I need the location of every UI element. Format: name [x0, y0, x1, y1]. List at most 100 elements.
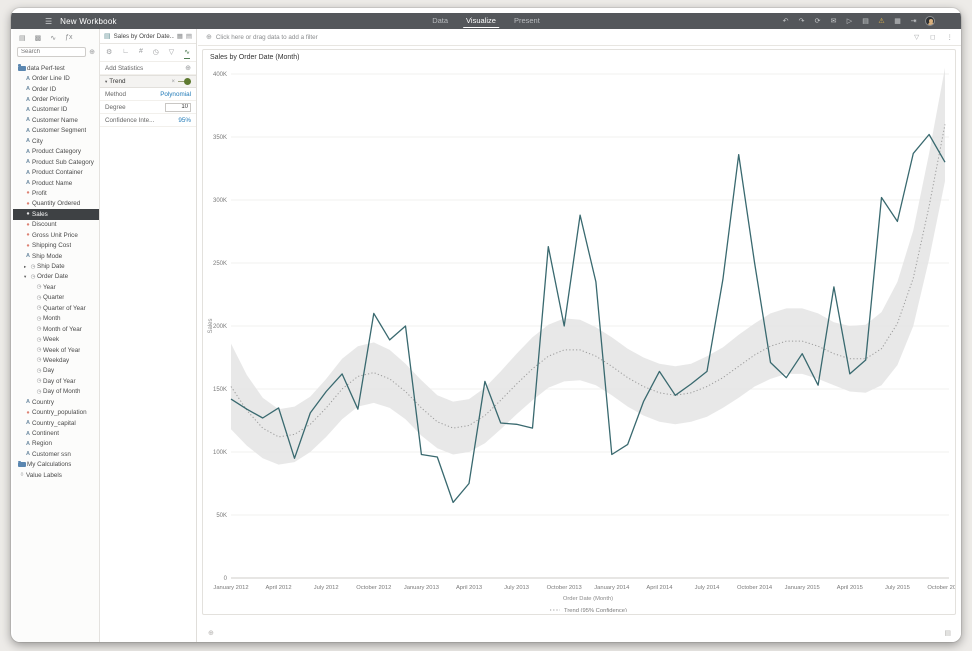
field-year[interactable]: ◷ Year [13, 282, 99, 292]
search-input[interactable] [17, 47, 87, 57]
field-month-of-year[interactable]: ◷ Month of Year [13, 324, 99, 334]
refresh-icon[interactable]: ⟳ [814, 18, 821, 25]
field-customer-id[interactable]: A Customer ID [13, 105, 99, 115]
collapse-icon[interactable]: ▾ [24, 273, 27, 279]
export-icon[interactable]: ⇥ [910, 18, 917, 25]
confidence-value[interactable]: 95% [178, 116, 191, 124]
field-city[interactable]: A City [13, 136, 99, 146]
more-menu-icon[interactable]: ⋮ [946, 34, 954, 41]
general-settings-icon[interactable]: ⚙ [106, 49, 113, 56]
field-quantity-ordered[interactable]: ● Quantity Ordered [13, 199, 99, 209]
hamburger-menu-icon[interactable]: ☰ [45, 16, 53, 26]
field-my-calculations[interactable]: My Calculations [13, 460, 99, 470]
field-gross-unit-price[interactable]: ● Gross Unit Price [13, 230, 99, 240]
field-region[interactable]: A Region [13, 439, 99, 449]
field-data-perf-test[interactable]: data Perf-test [13, 63, 99, 73]
field-customer-ssn[interactable]: A Customer ssn [13, 449, 99, 459]
field-day[interactable]: ◷ Day [13, 366, 99, 376]
visualization-tab[interactable]: ▤ Sales by Order Date... ▦ ▤ [100, 29, 196, 44]
field-country-population[interactable]: ● Country_population [13, 407, 99, 417]
method-label: Method [105, 90, 127, 98]
field-product-sub-category[interactable]: A Product Sub Category [13, 157, 99, 167]
maximize-icon[interactable]: ◻ [930, 34, 936, 41]
clipboard-icon[interactable]: ▤ [19, 35, 26, 42]
field-product-container[interactable]: A Product Container [13, 167, 99, 177]
add-statistics-row[interactable]: Add Statistics ⊕ [100, 62, 196, 75]
mail-icon[interactable]: ✉ [830, 18, 837, 25]
field-order-priority[interactable]: A Order Priority [13, 94, 99, 104]
filter-icon[interactable]: ▽ [168, 49, 175, 56]
field-customer-segment[interactable]: A Customer Segment [13, 126, 99, 136]
undo-icon[interactable]: ↶ [782, 18, 789, 25]
values-icon[interactable]: # [138, 48, 143, 55]
field-profit[interactable]: ● Profit [13, 188, 99, 198]
add-canvas-icon[interactable]: ⊕ [208, 630, 214, 637]
field-list: data Perf-test A Order Line ID A Order ID A Or… [13, 63, 99, 640]
field-order-line-id[interactable]: A Order Line ID [13, 73, 99, 83]
axis-icon[interactable]: ∟ [122, 48, 130, 55]
field-product-name[interactable]: A Product Name [13, 178, 99, 188]
field-week[interactable]: ◷ Week [13, 334, 99, 344]
field-week-of-year[interactable]: ◷ Week of Year [13, 345, 99, 355]
trend-arrow-icon[interactable]: ∿ [50, 35, 57, 42]
redo-icon[interactable]: ↷ [798, 18, 805, 25]
play-icon[interactable]: ▷ [846, 18, 853, 25]
field-quarter-of-year[interactable]: ◷ Quarter of Year [13, 303, 99, 313]
field-day-of-month[interactable]: ◷ Day of Month [13, 387, 99, 397]
function-icon[interactable]: ƒx [65, 34, 73, 41]
chart-card[interactable]: Sales by Order Date (Month) 400K 350K 300K… [202, 49, 956, 615]
grid-icon[interactable]: ▦ [894, 18, 901, 25]
field-ship-date[interactable]: ▸ ◷ Ship Date [13, 261, 99, 271]
dimension-icon: A [26, 399, 30, 406]
field-value-labels[interactable]: ◊ Value Labels [13, 470, 99, 480]
add-filter-icon[interactable]: ⊕ [206, 34, 212, 41]
expand-icon[interactable]: ▸ [24, 263, 27, 269]
field-quarter[interactable]: ◷ Quarter [13, 293, 99, 303]
field-label: Order Priority [32, 96, 70, 104]
date-format-icon[interactable]: ◷ [152, 49, 159, 56]
filter-bar[interactable]: ⊕ Click here or drag data to add a filte… [198, 29, 961, 46]
svg-text:100K: 100K [213, 450, 227, 456]
field-customer-name[interactable]: A Customer Name [13, 115, 99, 125]
layout-panel-icon[interactable]: ▤ [185, 33, 192, 40]
degree-input[interactable] [165, 102, 191, 112]
field-month[interactable]: ◷ Month [13, 314, 99, 324]
svg-text:April 2015: April 2015 [837, 585, 863, 591]
chart-type-icon[interactable]: ▦ [176, 33, 183, 40]
field-product-category[interactable]: A Product Category [13, 147, 99, 157]
svg-text:0: 0 [224, 576, 228, 582]
field-day-of-year[interactable]: ◷ Day of Year [13, 376, 99, 386]
user-avatar[interactable] [925, 16, 935, 26]
canvas-options-icon[interactable]: ▤ [944, 630, 951, 637]
field-continent[interactable]: A Continent [13, 428, 99, 438]
delete-trend-icon[interactable]: × [171, 78, 175, 85]
field-country[interactable]: A Country [13, 397, 99, 407]
trend-row[interactable]: ▾ Trend × [100, 75, 196, 88]
field-label: Order ID [32, 85, 57, 93]
analytics-icon[interactable]: ∿ [184, 48, 190, 59]
field-sales[interactable]: ● Sales [13, 209, 99, 220]
field-order-date[interactable]: ▾ ◷ Order Date [13, 272, 99, 282]
expand-triangle-icon[interactable]: ▾ [105, 78, 108, 84]
search-options-icon[interactable]: ⊕ [89, 49, 95, 56]
field-shipping-cost[interactable]: ● Shipping Cost [13, 240, 99, 250]
field-label: Continent [32, 430, 59, 438]
nav-tab-data[interactable]: Data [432, 16, 449, 25]
alert-icon[interactable]: ⚠ [878, 18, 885, 25]
svg-text:July 2012: July 2012 [314, 585, 339, 591]
add-statistic-icon[interactable]: ⊕ [185, 65, 191, 72]
field-label: Region [32, 440, 52, 448]
save-icon[interactable]: ▤ [862, 18, 869, 25]
nav-tab-present[interactable]: Present [513, 16, 540, 25]
field-weekday[interactable]: ◷ Weekday [13, 355, 99, 365]
filter-options-icon[interactable]: ▽ [914, 34, 920, 41]
method-value[interactable]: Polynomial [160, 90, 191, 98]
field-country-capital[interactable]: A Country_capital [13, 418, 99, 428]
field-order-id[interactable]: A Order ID [13, 84, 99, 94]
tag-icon: ◊ [20, 472, 24, 479]
trend-toggle[interactable] [178, 78, 191, 86]
field-ship-mode[interactable]: A Ship Mode [13, 251, 99, 261]
bar-chart-icon[interactable]: ▩ [34, 35, 42, 42]
nav-tab-visualize[interactable]: Visualize [463, 14, 499, 28]
field-discount[interactable]: ● Discount [13, 220, 99, 230]
